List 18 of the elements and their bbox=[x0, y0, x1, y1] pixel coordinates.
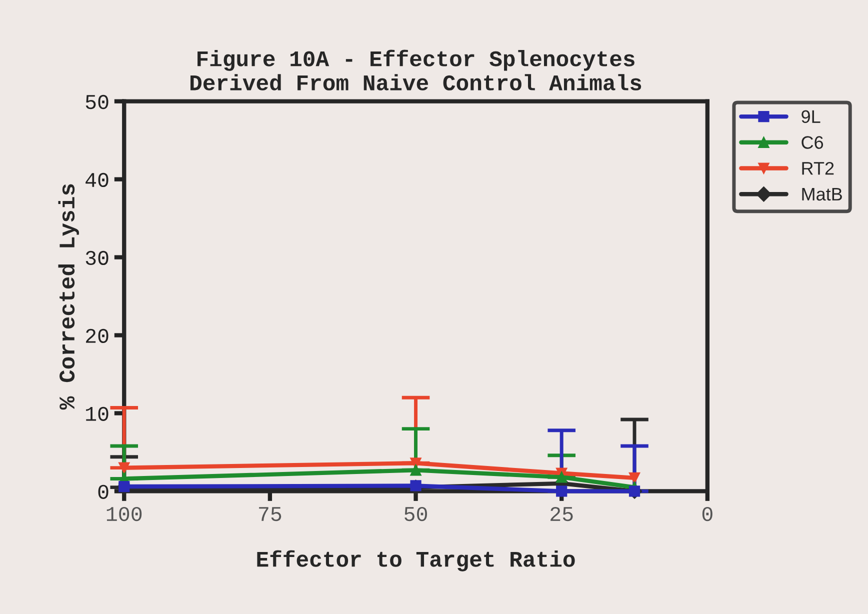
y-tick-label: 50 bbox=[86, 94, 108, 110]
y-tick-label: 30 bbox=[86, 250, 108, 266]
legend-label: MatB bbox=[802, 188, 842, 201]
y-tick-label: 20 bbox=[86, 328, 108, 343]
legend-label: C6 bbox=[802, 136, 824, 149]
x-tick-label: 100 bbox=[106, 506, 142, 522]
y-axis-title: % Corrected Lysis bbox=[58, 184, 79, 410]
chart-title: Figure 10A - Effector Splenocytes Derived From Naive Control Animals bbox=[190, 50, 642, 90]
x-tick-label: 50 bbox=[404, 506, 427, 522]
x-tick-label: 25 bbox=[550, 506, 573, 522]
y-tick-label: 10 bbox=[86, 406, 108, 421]
legend-label: 9L bbox=[802, 110, 820, 124]
y-tick-label: 40 bbox=[86, 172, 108, 188]
x-axis-title: Effector to Target Ratio bbox=[257, 550, 575, 572]
x-tick-label: 0 bbox=[702, 506, 712, 522]
y-tick-label: 0 bbox=[98, 484, 108, 499]
legend-label: RT2 bbox=[802, 162, 834, 175]
x-tick-label: 75 bbox=[259, 507, 282, 522]
